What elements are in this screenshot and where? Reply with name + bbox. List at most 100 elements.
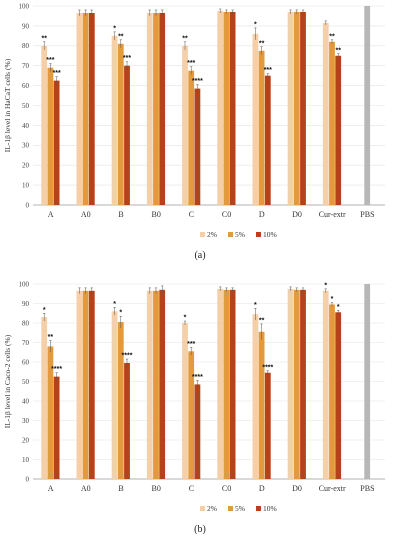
- bar: [47, 67, 54, 205]
- bar: [229, 11, 236, 205]
- legend-swatch: [256, 232, 261, 237]
- bar: [252, 314, 259, 479]
- category-label: C: [189, 210, 194, 219]
- category-label: D: [259, 210, 265, 219]
- bar: [82, 12, 89, 206]
- category-label: D0: [292, 210, 302, 219]
- y-tick-label: 40: [22, 122, 30, 130]
- y-tick-label: 10: [22, 456, 30, 464]
- significance-marker: ***: [187, 341, 195, 348]
- category-label: B0: [152, 210, 161, 219]
- bar: [287, 288, 294, 479]
- category-label: A0: [81, 484, 91, 493]
- bar: [82, 290, 89, 479]
- y-tick-label: 10: [22, 182, 30, 190]
- bar: [223, 11, 230, 205]
- y-tick-label: 40: [22, 397, 30, 405]
- y-tick-label: 60: [22, 358, 30, 366]
- y-tick-label: 90: [22, 300, 30, 308]
- legend-swatch: [228, 232, 233, 237]
- bar: [146, 290, 153, 479]
- bar: [329, 304, 335, 479]
- bar: [124, 362, 130, 479]
- significance-marker: **: [335, 47, 341, 54]
- significance-marker: **: [182, 35, 188, 42]
- category-label: A: [48, 484, 54, 493]
- y-tick-label: 70: [22, 62, 30, 70]
- y-tick-label: 30: [22, 417, 30, 425]
- category-label: PBS: [360, 484, 374, 493]
- category-label: PBS: [360, 210, 374, 219]
- bar: [217, 10, 224, 205]
- bar: [329, 41, 335, 205]
- bar: [41, 317, 48, 479]
- bar: [53, 376, 60, 479]
- category-label: A0: [81, 210, 91, 219]
- significance-marker: *: [337, 304, 340, 311]
- legend-swatch: [200, 232, 205, 237]
- bar: [252, 33, 259, 205]
- category-label: B: [118, 484, 123, 493]
- legend-label: 2%: [207, 230, 217, 239]
- significance-marker: *: [254, 302, 257, 309]
- y-tick-label: 0: [26, 475, 30, 483]
- category-label: C0: [222, 484, 231, 493]
- bar: [264, 372, 271, 479]
- bar: [194, 384, 201, 479]
- bar: [124, 65, 130, 205]
- significance-marker: ***: [123, 55, 131, 62]
- y-tick-label: 50: [22, 378, 30, 386]
- panel-label: (b): [194, 524, 206, 535]
- significance-marker: ****: [122, 353, 133, 360]
- bar: [47, 346, 54, 479]
- bar: [364, 284, 371, 479]
- category-label: Cur-extr: [319, 484, 346, 493]
- significance-marker: *: [119, 310, 122, 317]
- bar: [217, 288, 224, 479]
- bar: [53, 80, 60, 205]
- legend-label: 10%: [263, 230, 277, 239]
- y-tick-label: 50: [22, 102, 30, 110]
- significance-marker: **: [41, 35, 47, 42]
- bar: [293, 11, 300, 205]
- y-tick-label: 0: [26, 201, 30, 209]
- significance-marker: *: [113, 301, 116, 308]
- bar: [335, 55, 342, 205]
- y-tick-label: 60: [22, 82, 30, 90]
- significance-marker: ***: [264, 67, 272, 74]
- bar: [117, 43, 124, 206]
- significance-marker: *: [324, 282, 327, 289]
- significance-marker: ****: [192, 374, 203, 381]
- significance-marker: *: [254, 21, 257, 28]
- y-tick-label: 70: [22, 339, 30, 347]
- y-axis-label: IL-1β level in HaCaT cells (%): [3, 58, 12, 152]
- bar: [41, 45, 48, 205]
- legend-swatch: [228, 506, 233, 511]
- bar: [76, 12, 83, 206]
- bar: [229, 289, 236, 479]
- y-axis-label: IL-1β level in Caco-2 cells (%): [3, 334, 12, 428]
- category-label: D0: [292, 484, 302, 493]
- category-label: B0: [152, 484, 161, 493]
- significance-marker: ****: [262, 364, 273, 371]
- y-tick-label: 100: [19, 280, 30, 288]
- category-label: C: [189, 484, 194, 493]
- bar: [159, 12, 166, 206]
- significance-marker: *: [113, 25, 116, 32]
- bar: [111, 311, 118, 479]
- bar: [182, 323, 188, 479]
- y-tick-label: 80: [22, 319, 30, 327]
- category-label: Cur-extr: [319, 210, 346, 219]
- bar: [364, 6, 371, 205]
- significance-marker: ****: [192, 78, 203, 85]
- significance-marker: **: [329, 33, 335, 40]
- bar: [287, 11, 294, 205]
- y-tick-label: 80: [22, 42, 30, 50]
- significance-marker: **: [48, 334, 54, 341]
- panel-label: (a): [194, 250, 205, 261]
- y-tick-label: 100: [19, 2, 30, 10]
- legend-label: 5%: [235, 230, 245, 239]
- bar: [223, 289, 230, 479]
- legend-label: 10%: [263, 504, 277, 513]
- bar: [300, 11, 306, 205]
